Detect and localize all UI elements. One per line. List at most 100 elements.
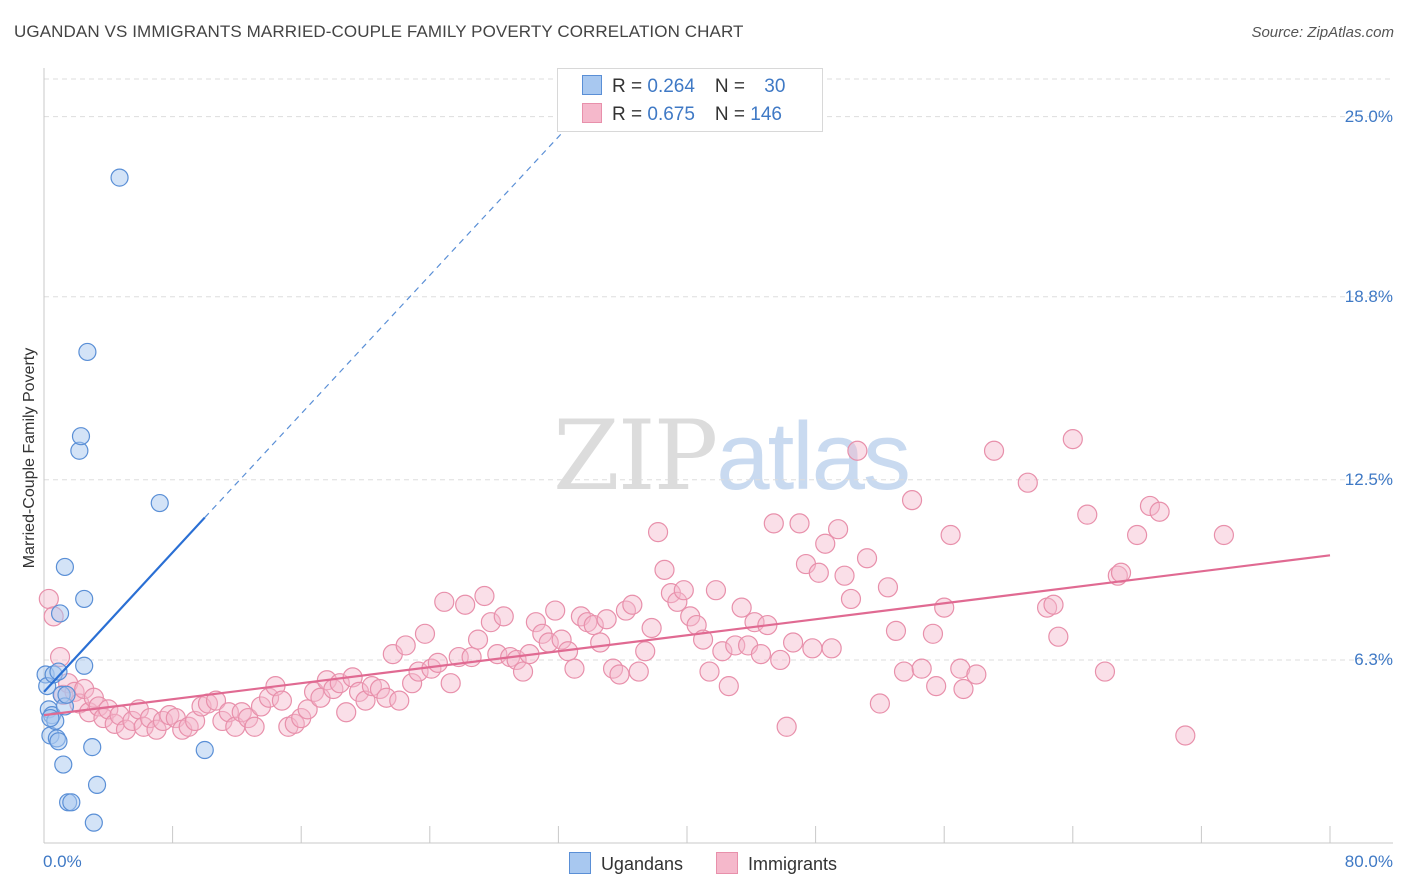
immigrants-point: [1017, 472, 1038, 493]
immigrants-point: [641, 617, 662, 639]
immigrants-point: [622, 594, 643, 615]
ugandans-legend-label: Ugandans: [600, 854, 684, 874]
immigrants-point: [763, 513, 784, 534]
ugandans-r-value: 0.264: [647, 76, 695, 97]
immigrants-point: [474, 585, 495, 607]
immigrants-point: [802, 638, 823, 659]
ugandans-point: [75, 656, 94, 675]
immigrants-point: [480, 612, 501, 633]
immigrants-point: [808, 562, 829, 583]
immigrants-point: [926, 675, 947, 697]
immigrants-point: [455, 594, 476, 615]
immigrants-point: [152, 710, 174, 732]
ugandans-point: [87, 775, 107, 794]
immigrants-point: [1062, 429, 1083, 450]
legend-row-ugandans: R = 0.264 N = 30: [582, 75, 785, 98]
immigrants-point: [1139, 495, 1161, 517]
ugandans-point: [62, 793, 81, 812]
immigrants-n-value: 146: [750, 104, 782, 125]
immigrants-point: [877, 577, 899, 598]
immigrants-point: [1048, 626, 1069, 647]
immigrants-point: [1126, 524, 1148, 546]
immigrants-point: [770, 649, 791, 671]
immigrants-points: [38, 429, 1235, 746]
immigrants-point: [596, 609, 617, 630]
ugandans-point: [49, 662, 68, 681]
immigrants-point: [673, 580, 694, 601]
immigrants-point: [250, 696, 272, 717]
immigrants-point: [408, 661, 429, 682]
ugandans-point: [75, 589, 94, 609]
immigrants-point: [901, 490, 923, 511]
immigrants-point: [1094, 661, 1116, 682]
immigrants-point: [699, 661, 720, 682]
ugandans-point: [71, 427, 91, 446]
immigrants-point: [1175, 725, 1196, 746]
ugandans-point: [57, 685, 76, 704]
ugandans-point: [83, 738, 102, 757]
ugandans-n-label: N =: [714, 76, 751, 97]
immigrants-point: [427, 652, 448, 673]
y-tick-label: 12.5%: [1344, 469, 1393, 489]
immigrants-point: [789, 513, 810, 534]
ugandans-trend-line: [43, 516, 206, 693]
immigrants-point: [336, 702, 357, 723]
immigrants-point: [911, 658, 932, 679]
immigrants-point: [628, 661, 649, 682]
immigrants-point: [244, 716, 265, 737]
ugandans-point: [78, 342, 97, 362]
series-legend: Ugandans Immigrants: [0, 852, 1406, 875]
immigrants-point: [493, 606, 514, 627]
immigrants-point: [1077, 504, 1098, 525]
ugandans-point: [41, 708, 60, 728]
ugandans-point: [195, 740, 214, 760]
y-tick-label: 18.8%: [1344, 286, 1393, 306]
source-label: Source: ZipAtlas.com: [1251, 24, 1394, 41]
immigrants-point: [815, 533, 836, 554]
immigrants-point: [983, 440, 1005, 461]
x-tick-label-max: 80.0%: [1344, 852, 1393, 871]
immigrants-point: [840, 588, 862, 610]
immigrants-point: [869, 693, 891, 714]
immigrants-point: [885, 620, 907, 641]
immigrants-point: [414, 623, 436, 644]
ugandans-point: [150, 493, 169, 513]
immigrants-swatch: [582, 103, 602, 123]
immigrants-point: [602, 658, 624, 679]
immigrants-n-label: N =: [714, 104, 751, 125]
immigrants-point: [512, 661, 534, 682]
immigrants-point: [139, 707, 161, 729]
immigrants-point: [782, 632, 804, 653]
immigrants-legend-swatch: [716, 852, 739, 874]
immigrants-point: [647, 521, 669, 543]
immigrants-point: [1149, 501, 1170, 522]
immigrants-r-value: 0.675: [647, 104, 695, 125]
immigrants-point: [922, 623, 944, 644]
immigrants-point: [440, 673, 461, 694]
immigrants-point: [750, 644, 772, 665]
legend-item-ugandans[interactable]: Ugandans: [568, 852, 684, 875]
legend-item-immigrants[interactable]: Immigrants: [716, 852, 837, 875]
immigrants-point: [284, 713, 305, 734]
immigrants-point: [731, 597, 752, 618]
y-tick-label: 25.0%: [1344, 106, 1393, 126]
immigrants-point: [178, 716, 199, 737]
immigrants-point: [635, 641, 656, 662]
immigrants-point: [615, 600, 637, 621]
immigrants-point: [953, 678, 974, 700]
ugandans-legend-swatch: [568, 852, 591, 874]
immigrants-point: [856, 548, 878, 569]
immigrants-trend-line: [43, 554, 1331, 717]
immigrants-point: [434, 591, 455, 612]
immigrants-point: [950, 658, 971, 679]
trend-lines: [43, 127, 1331, 717]
immigrants-point: [395, 635, 416, 656]
immigrants-point: [828, 519, 849, 540]
immigrants-point: [667, 591, 688, 612]
ugandans-trend-extension: [204, 127, 567, 518]
immigrants-point: [934, 597, 955, 618]
correlation-legend: R = 0.264 N = 30 R = 0.675 N = 146: [557, 68, 823, 132]
immigrants-point: [609, 664, 630, 685]
immigrants-point: [525, 612, 546, 633]
ugandans-point: [50, 604, 70, 623]
